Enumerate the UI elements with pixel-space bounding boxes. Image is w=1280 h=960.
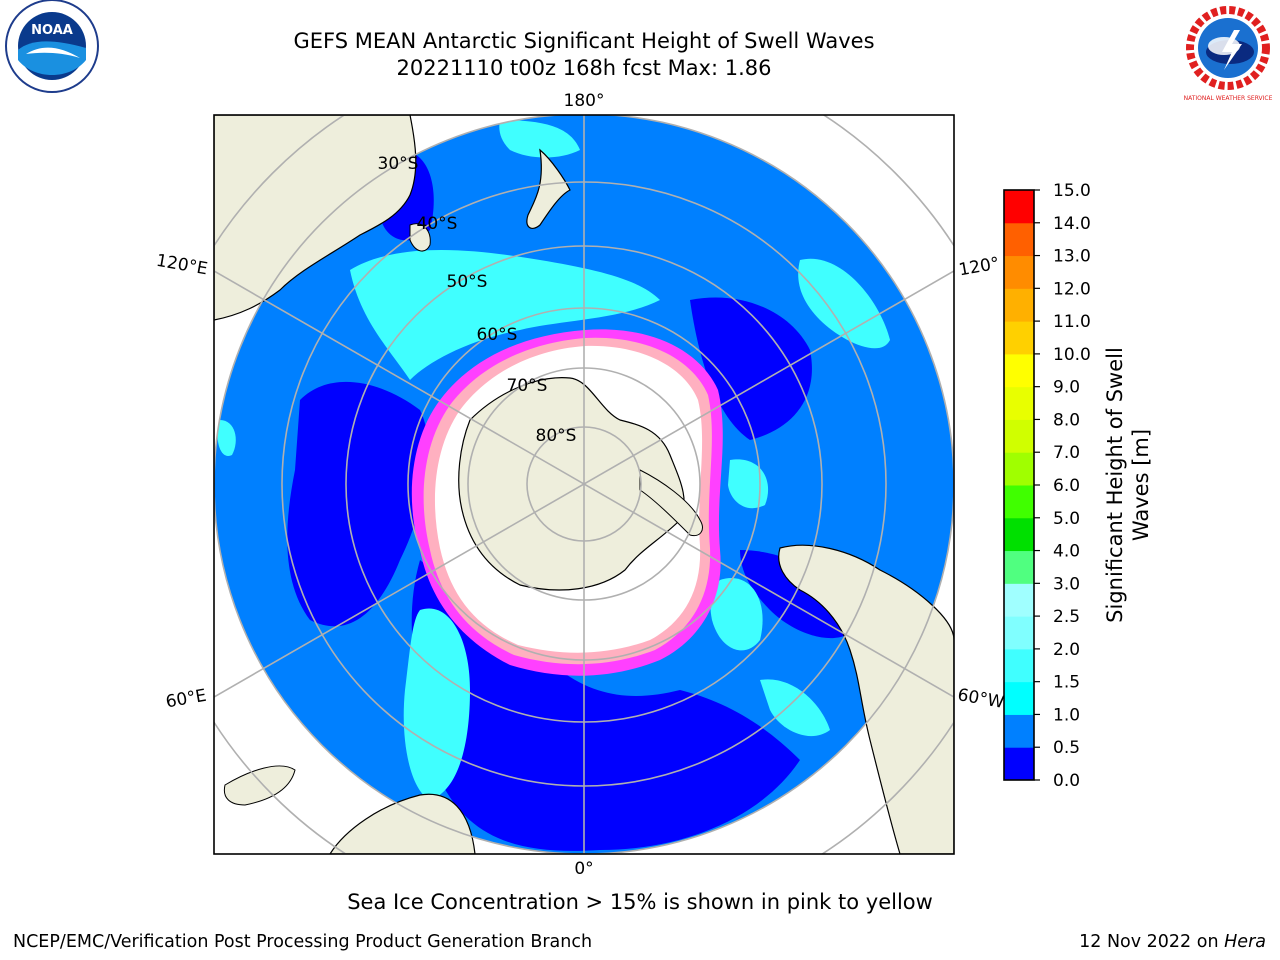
lon-label-bottom: 0° [574, 859, 593, 879]
moderate-swell-patch-east [728, 459, 769, 509]
footer-date: 12 Nov 2022 on Hera [1079, 932, 1266, 952]
madagascar [223, 765, 296, 806]
footer-date-text: 12 Nov 2022 on [1079, 932, 1219, 952]
lat-label-50s: 50°S [447, 272, 488, 292]
colorbar-tick-label: 2.5 [1053, 607, 1080, 627]
new-zealand [526, 148, 571, 229]
noaa-logo: NOAA [5, 0, 99, 93]
lon-label-upper-left: 120°E [155, 251, 209, 280]
colorbar-tick-label: 13.0 [1053, 247, 1091, 267]
colorbar-tick-label: 5.0 [1053, 509, 1080, 529]
colorbar-tick-label: 4.0 [1053, 542, 1080, 562]
noaa-logo-text: NOAA [31, 23, 73, 38]
colorbar-swatch [1004, 616, 1034, 650]
antarctica [458, 377, 685, 591]
colorbar-tick-label: 7.0 [1053, 443, 1080, 463]
lat-label-70s: 70°S [507, 376, 548, 396]
meridian-lines [214, 115, 954, 854]
colorbar-swatch [1004, 648, 1034, 683]
colorbar-swatch [1004, 190, 1034, 224]
colorbar-swatch [1004, 288, 1034, 322]
moderate-swell-region-top [499, 120, 580, 158]
lon-label-top: 180° [564, 91, 605, 111]
lat-label-60s: 60°S [477, 325, 518, 345]
colorbar-tick-label: 14.0 [1053, 214, 1091, 234]
swell-field [217, 120, 890, 851]
moderate-swell-patch-south-east [760, 679, 830, 737]
colorbar-tick-label: 11.0 [1053, 312, 1091, 332]
sea-ice-footnote: Sea Ice Concentration > 15% is shown in … [347, 890, 933, 914]
lon-label-lower-right: 60°W [956, 685, 1006, 713]
chart-title: GEFS MEAN Antarctic Significant Height o… [293, 29, 875, 53]
colorbar-tick-label: 1.0 [1053, 705, 1080, 725]
meridian-60e-120w [214, 270, 954, 698]
lat-label-80s: 80°S [536, 426, 577, 446]
lat-label-40s: 40°S [417, 214, 458, 234]
colorbar-swatch [1004, 255, 1034, 289]
colorbar-swatch [1004, 353, 1034, 388]
moderate-swell-region-east [798, 258, 890, 349]
colorbar-swatch [1004, 419, 1034, 453]
nws-logo-text: NATIONAL WEATHER SERVICE [1184, 95, 1273, 102]
africa [329, 793, 476, 854]
map-area [214, 115, 954, 854]
antarctic-peninsula [639, 469, 703, 537]
colorbar-tick-label: 9.0 [1053, 378, 1080, 398]
colorbar-swatch [1004, 321, 1034, 355]
colorbar-swatch [1004, 452, 1034, 486]
colorbar-tick-label: 2.0 [1053, 640, 1080, 660]
moderate-swell-patch-west [217, 420, 236, 456]
footer-host: Hera [1224, 932, 1266, 952]
colorbar-swatch [1004, 222, 1034, 257]
footer-credit: NCEP/EMC/Verification Post Processing Pr… [13, 932, 593, 952]
low-swell-region-west [287, 381, 429, 627]
colorbar-swatch [1004, 517, 1034, 552]
colorbar-label: Significant Height of Swell Waves [m] [1103, 347, 1153, 623]
colorbar-tick-label: 0.5 [1053, 738, 1080, 758]
lon-label-upper-right: 120° [957, 254, 1001, 281]
lat-label-30s: 30°S [378, 154, 419, 174]
colorbar-tick-label: 12.0 [1053, 279, 1091, 299]
colorbar-tick-label: 15.0 [1053, 181, 1091, 201]
chart-subtitle: 20221110 t00z 168h fcst Max: 1.86 [396, 56, 772, 80]
colorbar-swatch [1004, 485, 1034, 519]
colorbar: 0.0 0.5 1.0 1.5 2.0 2.5 3.0 4.0 5.0 6.0 7.0 8.0 9.0 1… [1003, 181, 1091, 791]
colorbar-swatch [1004, 714, 1034, 748]
colorbar-tick-label: 6.0 [1053, 476, 1080, 496]
tasmania [409, 223, 431, 252]
colorbar-tick-label: 1.5 [1053, 673, 1080, 693]
colorbar-swatch [1004, 386, 1034, 420]
moderate-swell-region-north [350, 250, 660, 380]
colorbar-tick-label: 10.0 [1053, 345, 1091, 365]
lon-label-lower-left: 60°E [164, 686, 208, 713]
colorbar-tick-label: 0.0 [1053, 771, 1080, 791]
nws-logo: NATIONAL WEATHER SERVICE [1183, 3, 1273, 102]
map-frame [213, 114, 955, 855]
colorbar-swatch [1004, 550, 1034, 584]
colorbar-tick-label: 8.0 [1053, 410, 1080, 430]
australia [214, 115, 417, 321]
colorbar-tick-label: 3.0 [1053, 574, 1080, 594]
colorbar-swatch [1004, 681, 1034, 715]
moderate-swell-region-drake [710, 578, 763, 651]
colorbar-swatch [1004, 747, 1034, 781]
low-swell-region-drake [740, 550, 860, 639]
colorbar-swatch [1004, 583, 1034, 617]
south-america [778, 544, 954, 854]
